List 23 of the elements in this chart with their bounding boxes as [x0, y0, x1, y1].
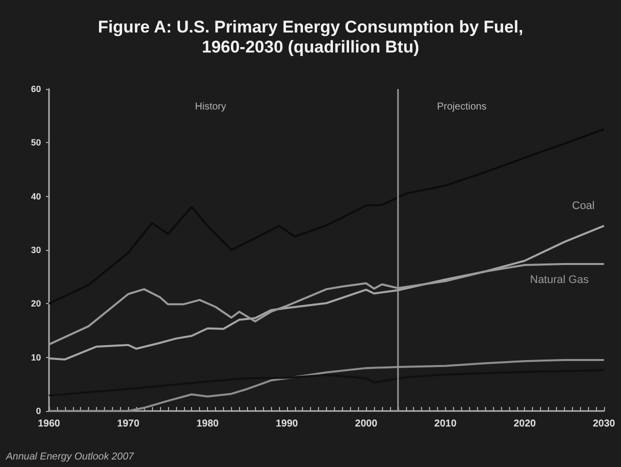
x-tick-label: 1990 — [276, 418, 298, 430]
x-tick-label: 1980 — [196, 418, 220, 430]
series-label: Natural Gas — [530, 274, 590, 286]
y-tick-label: 10 — [30, 352, 41, 362]
y-tick-label: 60 — [30, 84, 41, 94]
x-tick-label: 1960 — [38, 418, 61, 430]
annotation: Projections — [437, 102, 486, 112]
line-series — [48, 128, 605, 305]
y-tick-label: 0 — [36, 406, 41, 416]
line-series — [48, 369, 605, 396]
y-tick-label: 20 — [30, 298, 41, 309]
text: Annual Energy Outlook 2007 — [5, 452, 134, 462]
y-tick-label: 30 — [30, 245, 41, 255]
x-tick-label: 1970 — [117, 418, 140, 430]
x-tick-label: 2010 — [434, 418, 457, 430]
y-tick-label: 40 — [30, 191, 41, 202]
y-tick-label: 50 — [30, 138, 41, 148]
series-label: Coal — [572, 200, 595, 212]
x-tick-label: 2020 — [514, 418, 536, 430]
x-tick-label: 2030 — [592, 418, 616, 430]
x-tick-label: 2000 — [355, 418, 378, 430]
annotation: History — [195, 102, 226, 112]
chart-title: Figure A: U.S. Primary Energy Consumption by Fuel, 1960-2030 (quadrillion Btu) — [98, 18, 524, 56]
